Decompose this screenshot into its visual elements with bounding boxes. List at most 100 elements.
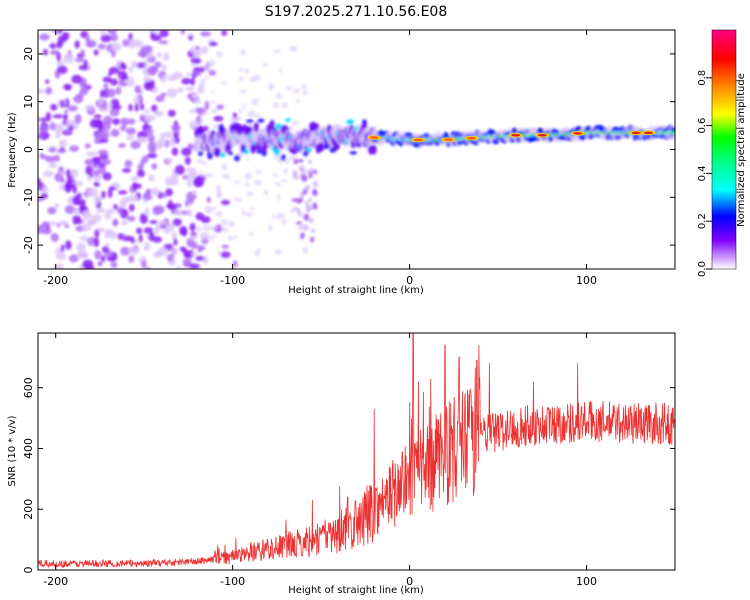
spectrogram-band-blob	[280, 154, 286, 161]
spectrogram-noise-blob	[255, 170, 262, 174]
spectrogram-noise-blob	[128, 203, 135, 212]
spectrogram-noise-blob	[192, 49, 202, 58]
spectrogram-noise-blob	[201, 237, 209, 245]
spectrogram-noise-blob	[102, 172, 112, 181]
spectrogram-noise-blob	[68, 254, 79, 263]
spectrogram-noise-blob	[187, 175, 193, 182]
spectrogram-noise-blob	[194, 99, 202, 104]
spectrogram-noise-blob	[135, 227, 143, 235]
spectrogram-noise-blob	[65, 240, 72, 250]
spectrogram-noise-blob	[79, 235, 89, 242]
spectrogram-noise-blob	[101, 190, 106, 199]
spectrogram-noise-blob	[145, 266, 151, 269]
spectrogram-noise-blob	[283, 159, 290, 164]
spectrogram-noise-blob	[138, 234, 143, 243]
snr-x-label: Height of straight line (km)	[288, 585, 424, 596]
spectrogram-noise-blob	[134, 85, 142, 94]
spectrogram-noise-blob	[197, 245, 202, 253]
spectrogram-noise-blob	[150, 104, 158, 112]
snr-y-tick-label: 200	[22, 499, 35, 520]
spectrogram-noise-blob	[97, 261, 103, 266]
snr-panel: -200 -100 0 100 0 200 400 600 Height of straig…	[7, 332, 676, 596]
spectrogram-x-tick-label: -100	[220, 274, 245, 287]
spectrogram-noise-blob	[104, 232, 111, 239]
spectrogram-noise-blob	[120, 246, 131, 256]
spectrogram-y-tick-label: 20	[22, 47, 35, 61]
spectrogram-noise-blob	[210, 108, 218, 114]
spectrogram-noise-blob	[101, 159, 112, 165]
colorbar-ticks: 0.0 0.2 0.4 0.6 0.8	[697, 70, 712, 277]
spectrogram-noise-blob	[188, 197, 194, 205]
spectrogram-noise-blob	[190, 57, 202, 64]
spectrogram-noise-blob	[173, 211, 184, 216]
spectrogram-noise-blob	[170, 247, 179, 255]
spectrogram-noise-blob	[276, 194, 281, 201]
spectrogram-band-blob	[233, 155, 241, 162]
spectrogram-noise-blob	[134, 103, 139, 112]
spectrogram-noise-blob	[71, 74, 83, 84]
spectrogram-noise-blob	[245, 212, 254, 217]
spectrogram-noise-blob	[271, 214, 276, 219]
spectrogram-y-tick-label: 0	[22, 146, 35, 153]
spectrogram-hotspot-core	[511, 133, 521, 137]
spectrogram-noise-blob	[101, 246, 109, 254]
spectrogram-noise-blob	[158, 40, 169, 45]
spectrogram-noise-blob	[213, 115, 224, 122]
spectrogram-noise-blob	[128, 255, 135, 263]
spectrogram-noise-blob	[76, 242, 86, 252]
spectrogram-noise-blob	[84, 104, 95, 110]
spectrogram-noise-blob	[232, 260, 238, 268]
spectrogram-noise-blob	[148, 147, 157, 153]
spectrogram-noise-blob	[49, 43, 57, 49]
spectrogram-band-core	[269, 119, 275, 130]
spectrogram-noise-blob	[206, 196, 211, 203]
spectrogram-noise-blob	[144, 128, 154, 135]
spectrogram-noise-blob	[238, 76, 244, 82]
spectrogram-noise-blob	[181, 227, 188, 237]
spectrogram-noise-blob	[57, 148, 67, 154]
spectrogram-band-core	[371, 144, 377, 155]
spectrogram-noise-blob	[60, 244, 65, 252]
spectrogram-noise-blob	[143, 122, 149, 129]
spectrogram-noise-blob	[54, 172, 64, 182]
spectrogram-noise-blob	[63, 83, 73, 91]
spectrogram-noise-blob	[154, 226, 160, 235]
spectrogram-noise-blob	[85, 165, 93, 176]
spectrogram-noise-blob	[295, 99, 300, 104]
spectrogram-noise-blob	[275, 182, 281, 187]
spectrogram-noise-blob	[98, 100, 104, 106]
snr-y-tick-label: 0	[22, 567, 35, 574]
spectrogram-noise-blob	[215, 185, 222, 190]
spectrogram-noise-blob	[99, 153, 109, 160]
spectrogram-noise-blob	[140, 45, 151, 55]
spectrogram-noise-blob	[93, 49, 99, 56]
spectrogram-noise-blob	[124, 159, 133, 168]
spectrogram-noise-blob	[130, 140, 141, 149]
spectrogram-noise-blob	[192, 189, 197, 196]
spectrogram-noise-blob	[285, 86, 293, 91]
spectrogram-noise-blob	[186, 208, 193, 217]
spectrogram-noise-blob	[87, 40, 92, 47]
spectrogram-noise-blob	[74, 40, 80, 49]
spectrogram-noise-blob	[106, 256, 116, 262]
spectrogram-noise-blob	[56, 52, 61, 62]
spectrogram-noise-blob	[104, 212, 112, 220]
spectrogram-noise-blob	[168, 137, 176, 147]
spectrogram-noise-blob	[160, 92, 167, 97]
spectrogram-noise-blob	[102, 76, 112, 83]
spectrogram-noise-blob	[240, 49, 246, 56]
spectrogram-hotspot-core	[643, 131, 653, 135]
spectrogram-noise-blob	[276, 92, 282, 99]
spectrogram-noise-blob	[313, 202, 317, 209]
spectrogram-noise-blob	[268, 83, 273, 90]
spectrogram-noise-blob	[190, 63, 196, 68]
spectrogram-noise-blob	[216, 104, 224, 110]
spectrogram-x-tick-label: 100	[576, 274, 597, 287]
spectrogram-noise-blob	[191, 93, 199, 97]
spectrogram-noise-blob	[94, 133, 106, 139]
spectrogram-ridge	[367, 130, 656, 143]
spectrogram-noise-blob	[97, 122, 104, 133]
spectrogram-noise-blob	[189, 120, 196, 129]
spectrogram-noise-blob	[98, 107, 109, 112]
spectrogram-noise-blob	[39, 152, 44, 158]
